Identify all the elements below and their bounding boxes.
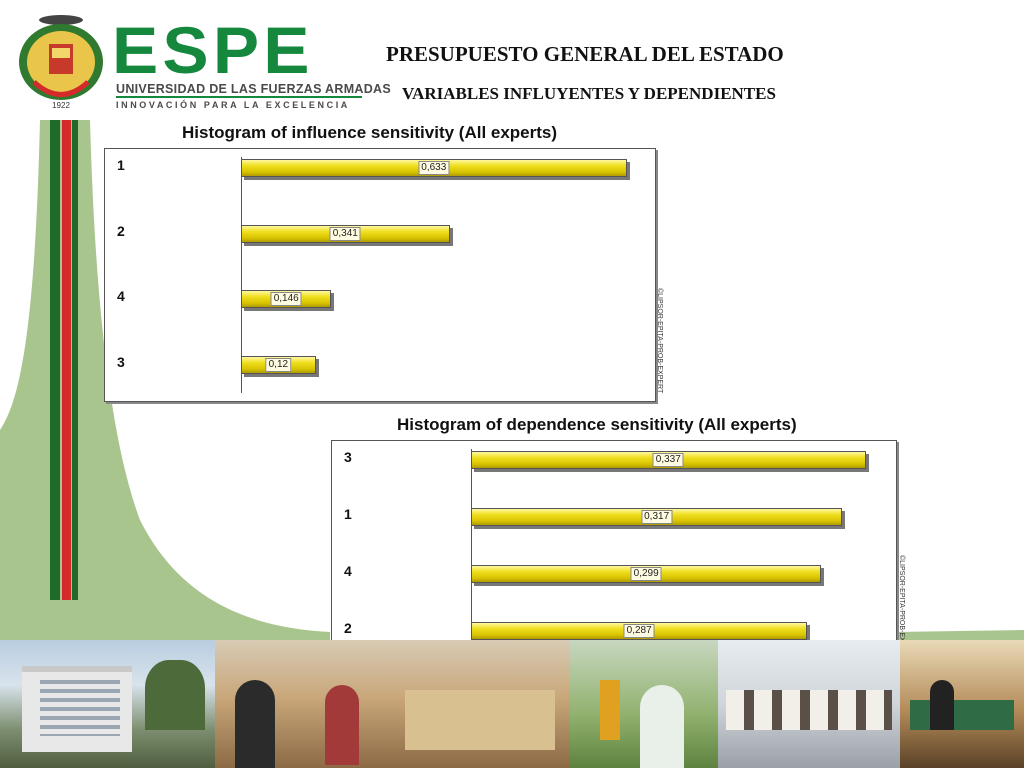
colonial-courtyard-photo [718,640,900,768]
value-label: 0,146 [270,292,302,306]
campus-building-photo [0,640,215,768]
chart-axis [471,449,472,661]
svg-text:1922: 1922 [52,101,70,110]
value-label: 0,633 [418,161,450,175]
category-label: 3 [344,449,352,465]
category-label: 4 [117,288,125,304]
value-label: 0,337 [652,453,684,467]
students-classroom-photo [215,640,570,768]
bar: 0,337 [471,451,866,469]
surveying-student-photo [570,640,718,768]
library-students-photo [900,640,1024,768]
value-label: 0,12 [265,357,292,372]
category-label: 2 [344,620,352,636]
page-subtitle: VARIABLES INFLUYENTES Y DEPENDIENTES [402,84,776,103]
influence-histogram: 1 0,633 2 0,341 4 0,146 3 0,12 [104,148,656,402]
page-title: PRESUPUESTO GENERAL DEL ESTADO [386,42,784,66]
bar: 0,633 [241,159,627,177]
category-label: 1 [117,157,125,173]
dependence-histogram: 3 0,337 1 0,317 4 0,299 2 0,287 [331,440,897,670]
espe-seal-logo: 1922 [19,15,103,110]
category-label: 1 [344,506,352,522]
bar: 0,341 [241,224,450,243]
value-label: 0,299 [630,567,662,581]
espe-logo-wordmark: ESPE [112,13,314,87]
bar: 0,146 [241,290,332,308]
category-label: 2 [117,222,125,239]
logo-slogan: INNOVACIÓN PARA LA EXCELENCIA [116,100,350,110]
category-label: 4 [344,563,352,579]
bar: 0,287 [471,622,808,640]
chart-title-influence: Histogram of influence sensitivity (All … [182,123,558,142]
bar: 0,299 [471,565,822,583]
logo-divider [116,96,362,98]
chart-credit-influence: ©LIPSOR-EPITA-PROB-EXPERT [656,288,663,394]
value-label: 0,341 [329,226,361,241]
value-label: 0,317 [641,510,673,524]
logo-subtitle: UNIVERSIDAD DE LAS FUERZAS ARMADAS [116,82,392,96]
value-label: 0,287 [623,624,655,638]
category-label: 3 [117,353,125,370]
bar: 0,12 [241,355,316,374]
bar: 0,317 [471,508,843,526]
chart-axis [241,157,242,393]
chart-title-dependence: Histogram of dependence sensitivity (All… [397,415,797,434]
